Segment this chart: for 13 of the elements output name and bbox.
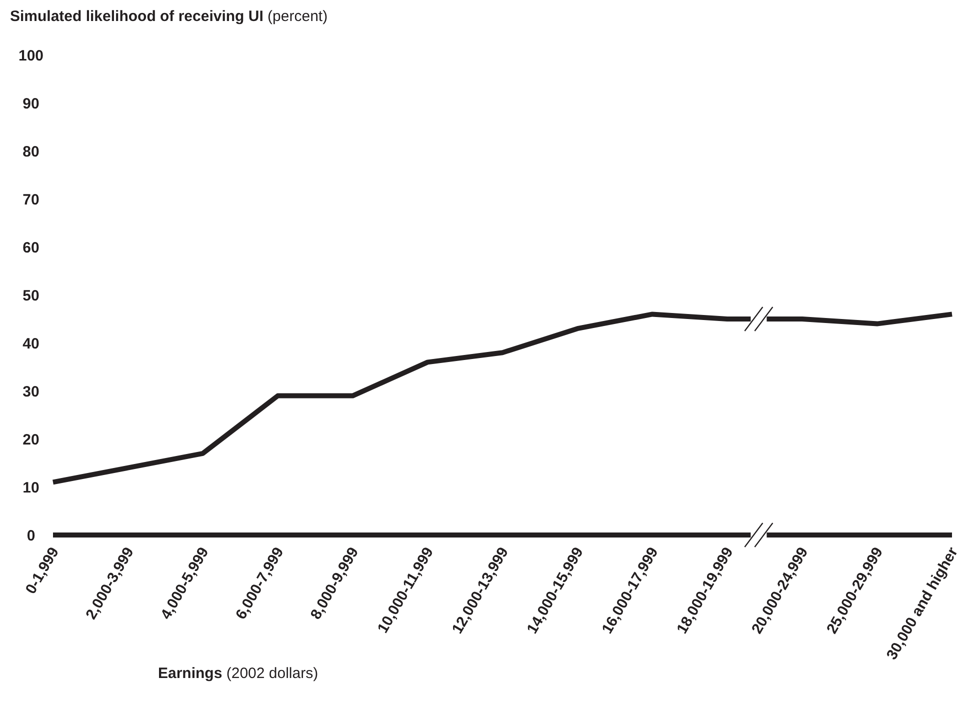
y-tick-label: 20 — [22, 431, 40, 448]
y-tick-label: 90 — [22, 95, 40, 112]
y-tick-label: 100 — [18, 47, 44, 64]
y-tick-label: 0 — [26, 527, 36, 544]
y-axis-title: Simulated likelihood of receiving UI (percent) — [10, 8, 329, 25]
x-axis-title: Earnings (2002 dollars) — [158, 665, 320, 682]
y-tick-label: 60 — [22, 239, 40, 256]
y-tick-label: 80 — [22, 143, 40, 160]
y-tick-label: 70 — [22, 191, 40, 208]
y-tick-label: 10 — [22, 479, 40, 496]
y-tick-label: 50 — [22, 287, 40, 304]
y-tick-label: 40 — [22, 335, 40, 352]
y-tick-label: 30 — [22, 383, 40, 400]
